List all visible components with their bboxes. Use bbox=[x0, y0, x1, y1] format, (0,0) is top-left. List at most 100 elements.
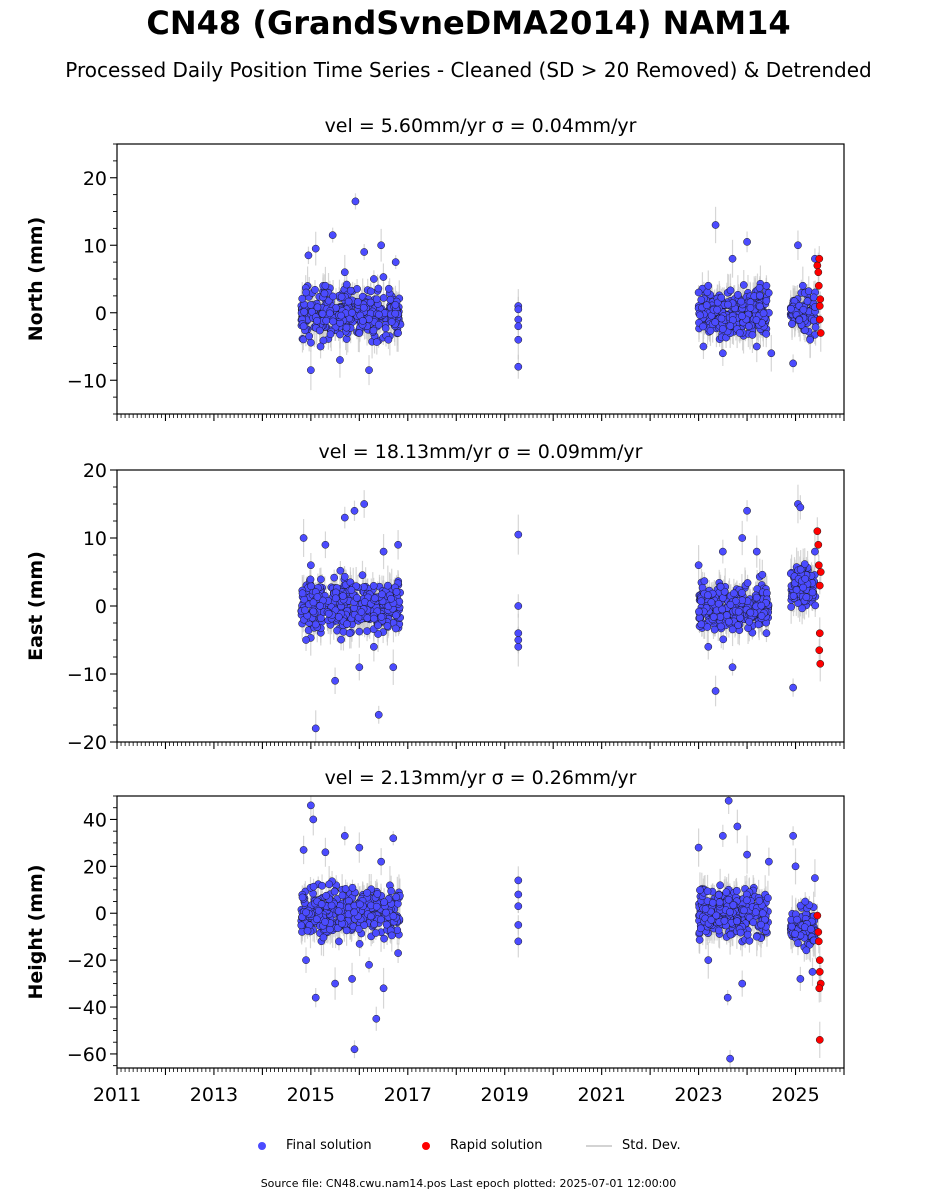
final-solution-point bbox=[789, 592, 798, 600]
final-solution-point bbox=[330, 887, 339, 896]
final-solution-point bbox=[728, 663, 737, 672]
final-solution-point bbox=[309, 607, 318, 616]
plot-area bbox=[297, 484, 825, 742]
final-solution-point bbox=[377, 915, 385, 924]
final-solution-point bbox=[379, 294, 388, 302]
final-solution-point bbox=[354, 298, 362, 306]
final-solution-point bbox=[309, 598, 318, 607]
final-solution-point bbox=[322, 316, 331, 325]
rapid-solution-point bbox=[815, 581, 824, 590]
final-solution-point bbox=[334, 613, 343, 621]
final-solution-point bbox=[716, 613, 725, 621]
final-solution-point bbox=[801, 326, 809, 335]
panel-title: vel = 18.13mm/yr σ = 0.09mm/yr bbox=[319, 441, 643, 463]
final-solution-point bbox=[305, 332, 314, 341]
y-tick-label: −10 bbox=[67, 664, 107, 686]
final-solution-point bbox=[353, 285, 361, 293]
final-solution-point bbox=[697, 597, 705, 606]
final-solution-point bbox=[719, 635, 728, 644]
y-tick-label: 20 bbox=[83, 168, 107, 190]
final-solution-point bbox=[514, 322, 523, 331]
final-solution-point bbox=[718, 349, 727, 358]
final-solution-point bbox=[724, 300, 732, 309]
final-solution-point bbox=[298, 893, 307, 902]
rapid-solution-point bbox=[816, 568, 825, 576]
final-solution-point bbox=[738, 596, 747, 605]
final-solution-point bbox=[391, 309, 400, 318]
final-solution-point bbox=[514, 642, 523, 651]
final-solution-point bbox=[728, 254, 737, 263]
final-solution-point bbox=[313, 316, 321, 325]
final-solution-point bbox=[387, 594, 395, 603]
final-solution-point bbox=[796, 503, 805, 512]
panel-0: −10 0 10 20 vel = 5.60mm/yr σ = 0.04mm/yr Nor… bbox=[25, 115, 845, 421]
final-solution-point bbox=[355, 940, 364, 948]
final-solution-point bbox=[367, 287, 375, 296]
final-solution-point bbox=[726, 286, 735, 295]
rapid-solution-point bbox=[815, 302, 824, 310]
final-solution-point bbox=[796, 565, 805, 574]
final-solution-point bbox=[350, 908, 359, 917]
final-solution-point bbox=[302, 636, 310, 644]
final-solution-point bbox=[342, 280, 351, 289]
rapid-solution-point bbox=[815, 629, 824, 638]
final-solution-point bbox=[326, 330, 335, 339]
final-solution-point bbox=[391, 301, 400, 309]
final-solution-point bbox=[726, 322, 735, 330]
final-solution-point bbox=[718, 547, 727, 556]
final-solution-point bbox=[374, 710, 383, 719]
final-solution-point bbox=[789, 359, 797, 368]
final-solution-point bbox=[385, 284, 393, 293]
panel-1: −20 −10 0 10 20 vel = 18.13mm/yr σ = 0.09mm/y… bbox=[25, 441, 845, 754]
rapid-solution-point bbox=[814, 540, 823, 549]
final-solution-point bbox=[707, 598, 716, 607]
final-solution-point bbox=[379, 273, 388, 281]
final-solution-point bbox=[382, 920, 391, 929]
final-solution-point bbox=[382, 908, 390, 917]
final-solution-point bbox=[365, 366, 373, 374]
final-solution-point bbox=[374, 284, 383, 293]
final-solution-point bbox=[300, 308, 309, 316]
y-tick-label: 10 bbox=[83, 528, 107, 550]
final-solution-point bbox=[752, 547, 761, 556]
final-solution-point bbox=[700, 577, 709, 585]
final-solution-point bbox=[737, 297, 746, 306]
rapid-solution-point bbox=[814, 281, 823, 290]
rapid-solution-point bbox=[816, 329, 825, 337]
final-solution-point bbox=[346, 286, 355, 295]
final-solution-point bbox=[799, 305, 808, 314]
final-solution-point bbox=[319, 933, 328, 942]
final-solution-point bbox=[303, 926, 312, 935]
final-solution-point bbox=[372, 902, 381, 911]
final-solution-point bbox=[704, 642, 713, 651]
final-solution-point bbox=[392, 611, 400, 620]
final-solution-point bbox=[316, 342, 325, 351]
final-solution-point bbox=[299, 322, 308, 331]
final-solution-point bbox=[357, 608, 366, 616]
final-solution-point bbox=[302, 908, 310, 917]
final-solution-point bbox=[307, 338, 315, 347]
final-solution-point bbox=[744, 624, 752, 632]
final-solution-point bbox=[767, 349, 776, 358]
final-solution-point bbox=[736, 614, 744, 622]
final-solution-point bbox=[328, 231, 337, 239]
final-solution-point bbox=[717, 314, 726, 323]
final-solution-point bbox=[375, 320, 383, 329]
final-solution-point bbox=[514, 530, 523, 539]
final-solution-point bbox=[695, 607, 703, 616]
final-solution-point bbox=[369, 326, 378, 335]
final-solution-point bbox=[696, 311, 704, 320]
final-solution-point bbox=[298, 294, 307, 303]
final-solution-point bbox=[311, 724, 320, 733]
final-solution-point bbox=[389, 912, 398, 921]
final-solution-point bbox=[731, 597, 740, 606]
final-solution-point bbox=[363, 627, 371, 635]
final-solution-point bbox=[329, 292, 337, 301]
final-solution-point bbox=[358, 571, 367, 579]
final-solution-point bbox=[725, 617, 733, 626]
final-solution-point bbox=[745, 617, 754, 626]
y-tick-label: 0 bbox=[95, 596, 107, 618]
final-solution-point bbox=[324, 609, 333, 618]
final-solution-point bbox=[800, 560, 809, 568]
final-solution-point bbox=[706, 326, 715, 335]
